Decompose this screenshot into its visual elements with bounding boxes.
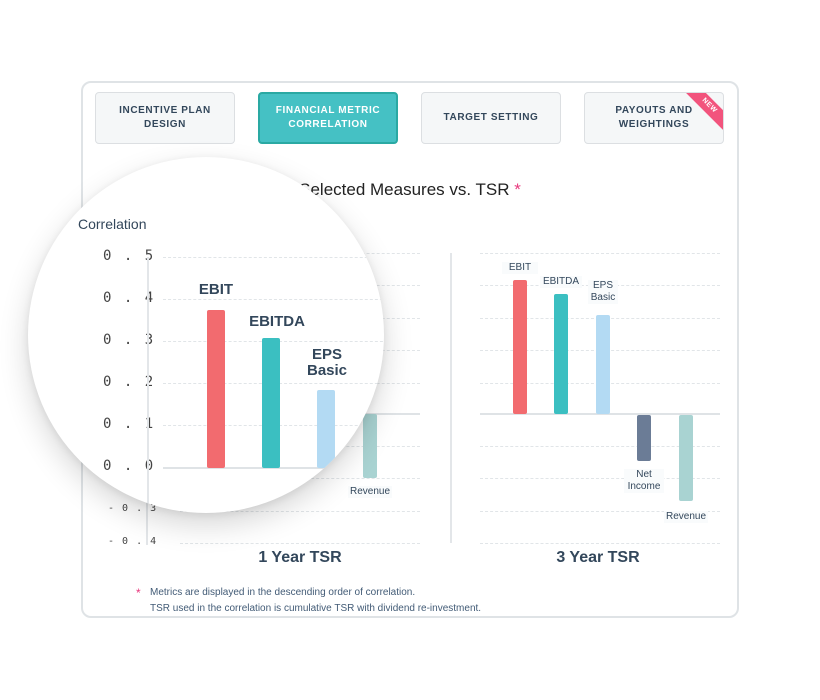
tab-label: INCENTIVE PLAN DESIGN <box>119 105 211 130</box>
label-ebit-3yr: EBIT <box>502 262 538 274</box>
label-eps-basic-1yr: EPS Basic <box>306 346 348 379</box>
tab-target-setting[interactable]: TARGET SETTING <box>421 92 561 144</box>
asterisk-marker: * <box>514 180 521 199</box>
bar-ebitda-3yr[interactable] <box>554 294 568 414</box>
tab-payouts-and-weightings[interactable]: PAYOUTS AND WEIGHTINGS NEW <box>584 92 724 144</box>
bar-ebitda-1yr[interactable] <box>262 338 280 468</box>
x-label-1yr: 1 Year TSR <box>258 549 342 566</box>
tab-incentive-plan-design[interactable]: INCENTIVE PLAN DESIGN <box>95 92 235 144</box>
tab-label: TARGET SETTING <box>443 112 539 123</box>
footnote-line-1: Metrics are displayed in the descending … <box>150 587 416 598</box>
zero-line-zoomed <box>163 467 384 469</box>
zero-line <box>480 413 720 415</box>
bar-eps-basic-3yr[interactable] <box>596 315 610 414</box>
zoomed-plot: EBIT EBITDA EPS Basic <box>163 257 384 513</box>
label-ebitda-3yr: EBITDA <box>540 276 582 288</box>
footnote: * Metrics are displayed in the descendin… <box>136 585 482 617</box>
tab-financial-metric-correlation[interactable]: FINANCIAL METRIC CORRELATION <box>258 92 398 144</box>
y-axis-line-zoomed <box>147 257 149 513</box>
bar-revenue-1yr[interactable] <box>363 414 377 478</box>
asterisk-icon: * <box>136 586 141 600</box>
ytick-0.3: 0 . 3 <box>103 332 156 348</box>
bar-net-income-3yr[interactable] <box>637 415 651 461</box>
chart-3yr-plot: EBIT EBITDA EPS Basic Net Income Revenue <box>480 253 720 553</box>
bar-ebit-3yr[interactable] <box>513 280 527 414</box>
ytick-minus-0.3: - 0 . 3 <box>108 503 158 514</box>
bar-revenue-3yr[interactable] <box>679 415 693 501</box>
footnote-line-2: TSR used in the correlation is cumulativ… <box>150 603 482 614</box>
ytick-0.5: 0 . 5 <box>103 248 156 264</box>
label-ebit-1yr: EBIT <box>198 281 234 298</box>
y-axis-title: Correlation <box>78 216 147 232</box>
label-eps-basic-3yr: EPS Basic <box>588 280 618 304</box>
label-revenue-1yr: Revenue <box>348 486 392 498</box>
y-axis-line-3yr <box>450 253 452 543</box>
tab-label: PAYOUTS AND WEIGHTINGS <box>615 105 693 130</box>
ytick-0.0: 0 . 0 <box>103 458 156 474</box>
magnifier-lens: Correlation 0 . 5 0 . 4 0 . 3 0 . 2 0 . … <box>28 157 384 513</box>
label-net-income-3yr: Net Income <box>624 469 664 493</box>
ytick-0.1: 0 . 1 <box>103 416 156 432</box>
ytick-minus-0.4: - 0 . 4 <box>108 536 158 547</box>
ytick-0.2: 0 . 2 <box>103 374 156 390</box>
chart-title: Selected Measures vs. TSR * <box>0 180 820 200</box>
tab-label: FINANCIAL METRIC CORRELATION <box>275 105 381 130</box>
x-label-3yr: 3 Year TSR <box>556 549 640 566</box>
chart-title-text: Selected Measures vs. TSR <box>299 180 510 199</box>
ytick-0.4: 0 . 4 <box>103 290 156 306</box>
label-revenue-3yr: Revenue <box>664 511 708 523</box>
bar-ebit-1yr[interactable] <box>207 310 225 468</box>
label-ebitda-1yr: EBITDA <box>249 313 305 330</box>
bar-eps-basic-1yr[interactable] <box>317 390 335 468</box>
